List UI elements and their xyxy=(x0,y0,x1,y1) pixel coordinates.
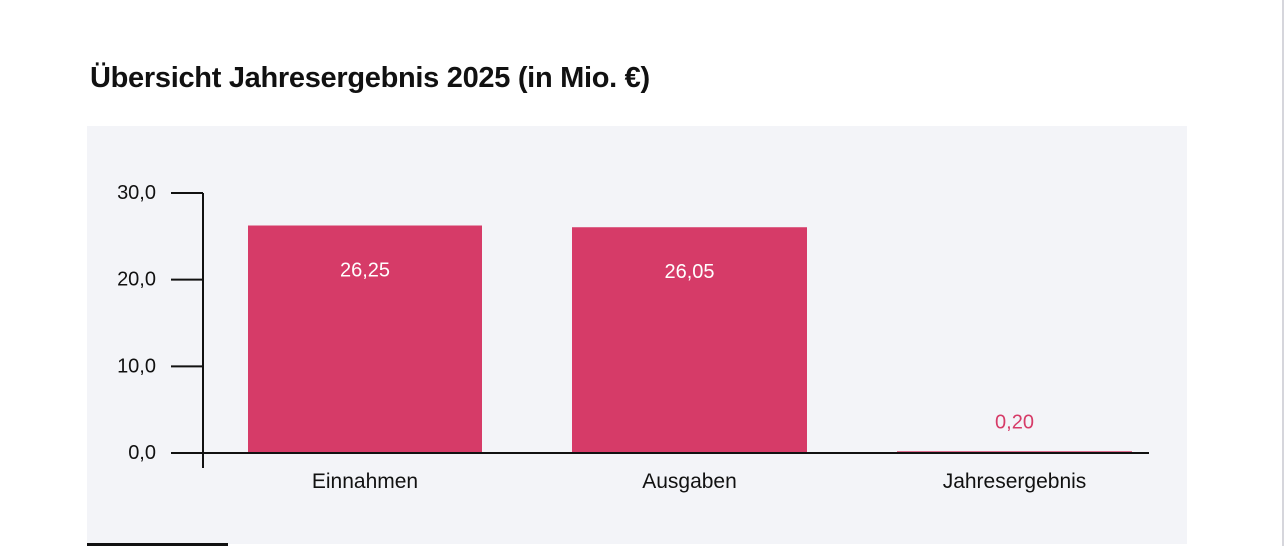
category-label: Ausgaben xyxy=(642,470,737,493)
y-tick-label: 20,0 xyxy=(117,269,156,291)
bottom-accent-bar xyxy=(87,543,228,546)
data-label: 0,20 xyxy=(995,411,1034,433)
category-label: Einnahmen xyxy=(312,470,418,493)
chart-title: Übersicht Jahresergebnis 2025 (in Mio. €… xyxy=(90,62,650,94)
data-label: 26,25 xyxy=(340,260,390,282)
data-label: 26,05 xyxy=(664,261,714,283)
category-label: Jahresergebnis xyxy=(943,470,1087,493)
bar-einnahmen xyxy=(248,225,482,453)
bar-ausgaben xyxy=(572,227,807,453)
y-tick-label: 0,0 xyxy=(128,442,156,464)
page-edge-rule xyxy=(1282,0,1284,546)
y-tick-label: 30,0 xyxy=(117,182,156,204)
y-tick-label: 10,0 xyxy=(117,355,156,377)
